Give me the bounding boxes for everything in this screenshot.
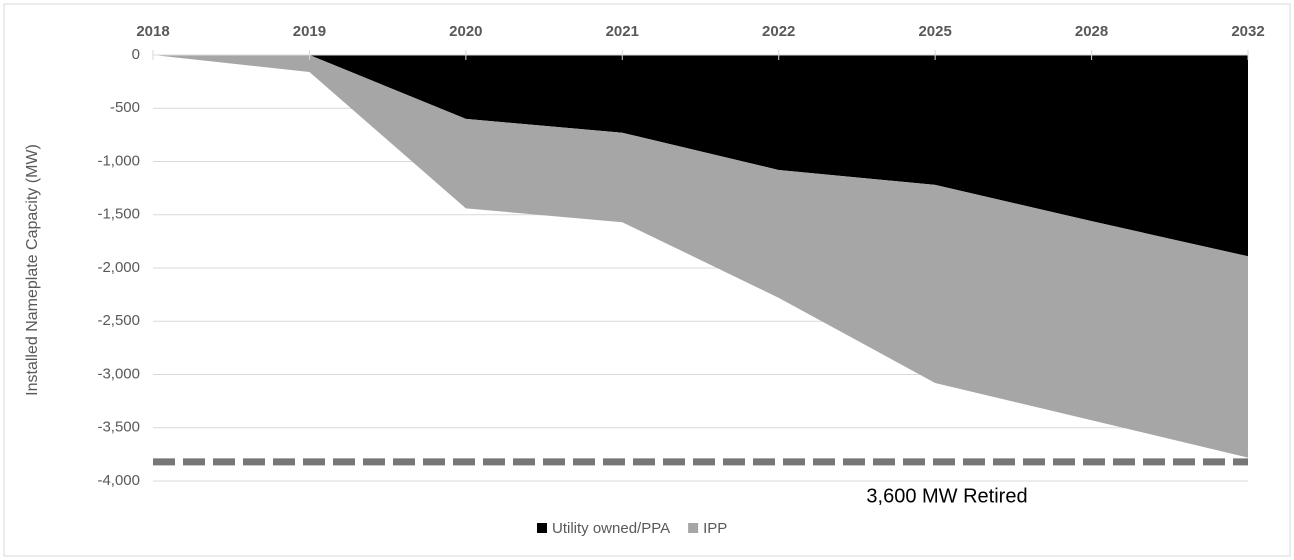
legend-label: Utility owned/PPA <box>552 520 670 537</box>
legend-swatch <box>688 523 699 533</box>
x-tick-label: 2025 <box>918 23 951 40</box>
y-tick-label: -500 <box>110 99 140 116</box>
x-tick-label: 2021 <box>606 23 639 40</box>
y-tick-label: -1,500 <box>97 206 140 223</box>
y-tick-label: -2,000 <box>97 259 140 276</box>
y-tick-label: -3,500 <box>97 419 140 436</box>
x-tick-label: 2022 <box>762 23 795 40</box>
x-tick-label: 2019 <box>293 23 326 40</box>
area <box>153 55 1248 458</box>
legend-swatch <box>537 523 547 533</box>
x-tick-label: 2028 <box>1075 23 1108 40</box>
x-tick-label: 2020 <box>449 23 482 40</box>
area <box>153 55 1248 257</box>
y-tick-label: -1,000 <box>97 152 140 169</box>
y-tick-label: -2,500 <box>97 312 140 329</box>
annotation-box <box>830 483 1065 513</box>
y-axis-title: Installed Nameplate Capacity (MW) <box>24 144 41 396</box>
x-tick-label: 2018 <box>136 23 169 40</box>
y-tick-label: -3,000 <box>97 365 140 382</box>
y-tick-label: 0 <box>132 46 140 63</box>
y-tick-label: -4,000 <box>97 472 140 489</box>
x-tick-label: 2032 <box>1231 23 1264 40</box>
annotation: 3,600 MW Retired <box>866 485 1027 507</box>
legend-label: IPP <box>703 520 727 537</box>
